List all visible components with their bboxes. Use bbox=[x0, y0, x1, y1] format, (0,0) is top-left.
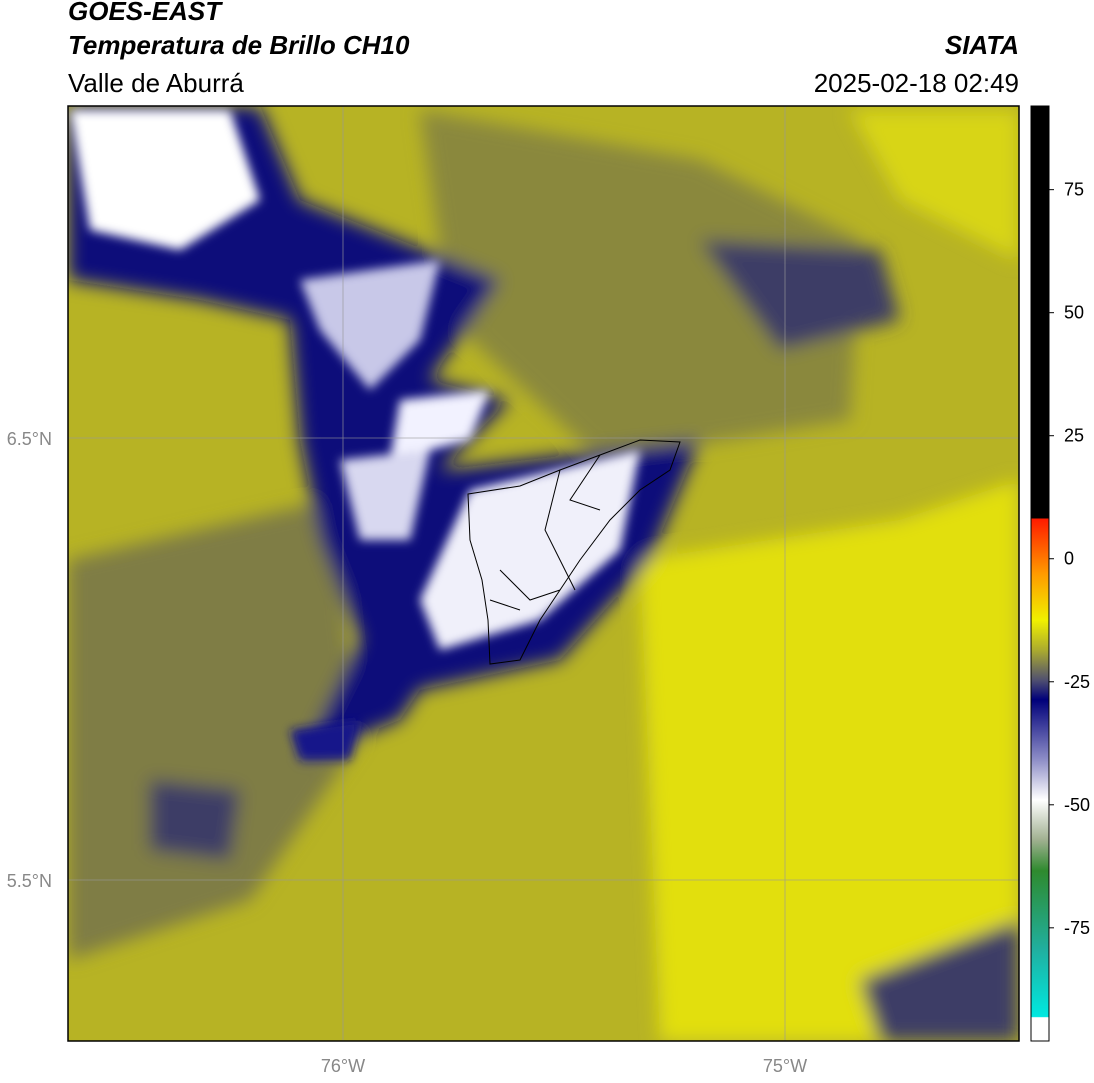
lon-label: 75°W bbox=[763, 1056, 807, 1076]
colorbar-tick-label: 25 bbox=[1064, 426, 1084, 446]
region: Valle de Aburrá bbox=[68, 68, 244, 98]
title: GOES-EAST bbox=[68, 0, 223, 26]
colorbar bbox=[1030, 105, 1050, 1042]
colorbar-tick-label: -75 bbox=[1064, 918, 1090, 938]
colorbar-tick-label: -50 bbox=[1064, 795, 1090, 815]
colorbar-tick-label: 0 bbox=[1064, 549, 1074, 569]
colorbar-tick-label: 50 bbox=[1064, 303, 1084, 323]
source: SIATA bbox=[945, 30, 1019, 60]
map-image bbox=[68, 106, 1019, 1041]
datetime: 2025-02-18 02:49 bbox=[814, 68, 1019, 98]
colorbar-tick-label: 75 bbox=[1064, 180, 1084, 200]
lat-label: 5.5°N bbox=[7, 871, 52, 891]
lon-label: 76°W bbox=[321, 1056, 365, 1076]
subtitle: Temperatura de Brillo CH10 bbox=[68, 30, 410, 60]
map-frame bbox=[67, 105, 1020, 1042]
colorbar-tick-label: -25 bbox=[1064, 672, 1090, 692]
lat-label: 6.5°N bbox=[7, 429, 52, 449]
colorbar-ticks: 75 50 25 0 -25 -50 -75 bbox=[1049, 180, 1090, 938]
